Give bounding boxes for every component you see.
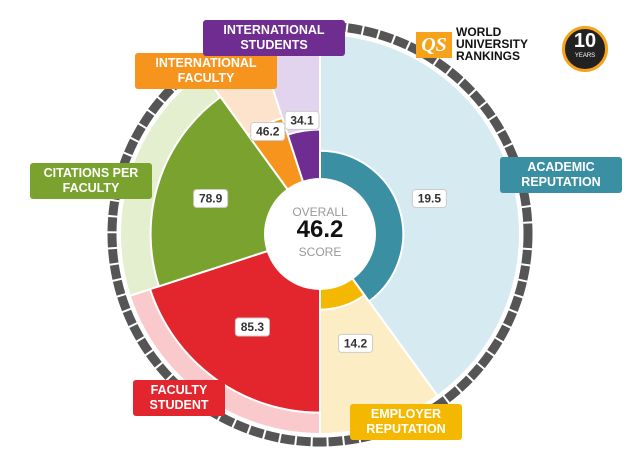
category-label: INTERNATIONAL STUDENTS (203, 20, 345, 56)
value-box (284, 110, 320, 130)
logo: QS WORLD UNIVERSITY RANKINGS 10 YEARS (416, 25, 616, 72)
value-labels: 19.5 14.2 85.3 78.9 46.2 34.1 (193, 110, 447, 353)
value-label: 85.3 (241, 320, 265, 334)
logo-mark: QS (416, 32, 452, 58)
center-disc (264, 178, 376, 290)
logo-unit: YEARS (574, 53, 596, 59)
center-value: 46.2 (297, 216, 344, 243)
category-label: FACULTY STUDENT (133, 380, 225, 416)
center-bottom: SCORE (299, 245, 342, 259)
logo-title: WORLD UNIVERSITY RANKINGS (456, 25, 528, 63)
value-box (250, 122, 286, 142)
category-label: CITATIONS PER FACULTY (30, 163, 152, 199)
logo-number: 10 (573, 30, 597, 52)
value-label: 19.5 (418, 192, 442, 206)
value-label: 46.2 (256, 125, 280, 139)
value-box (193, 188, 229, 208)
value-label: 34.1 (290, 114, 314, 128)
value-box (234, 317, 270, 337)
logo-badge: 10 YEARS (562, 26, 608, 72)
value-label: 14.2 (344, 337, 368, 351)
category-label: EMPLOYER REPUTATION (350, 404, 462, 440)
value-box (338, 333, 374, 353)
value-label: 78.9 (199, 192, 223, 206)
category-label: ACADEMIC REPUTATION (500, 157, 622, 193)
category-label: INTERNATIONAL FACULTY (135, 53, 277, 89)
value-box (411, 188, 447, 208)
center-top: OVERALL (292, 205, 348, 219)
